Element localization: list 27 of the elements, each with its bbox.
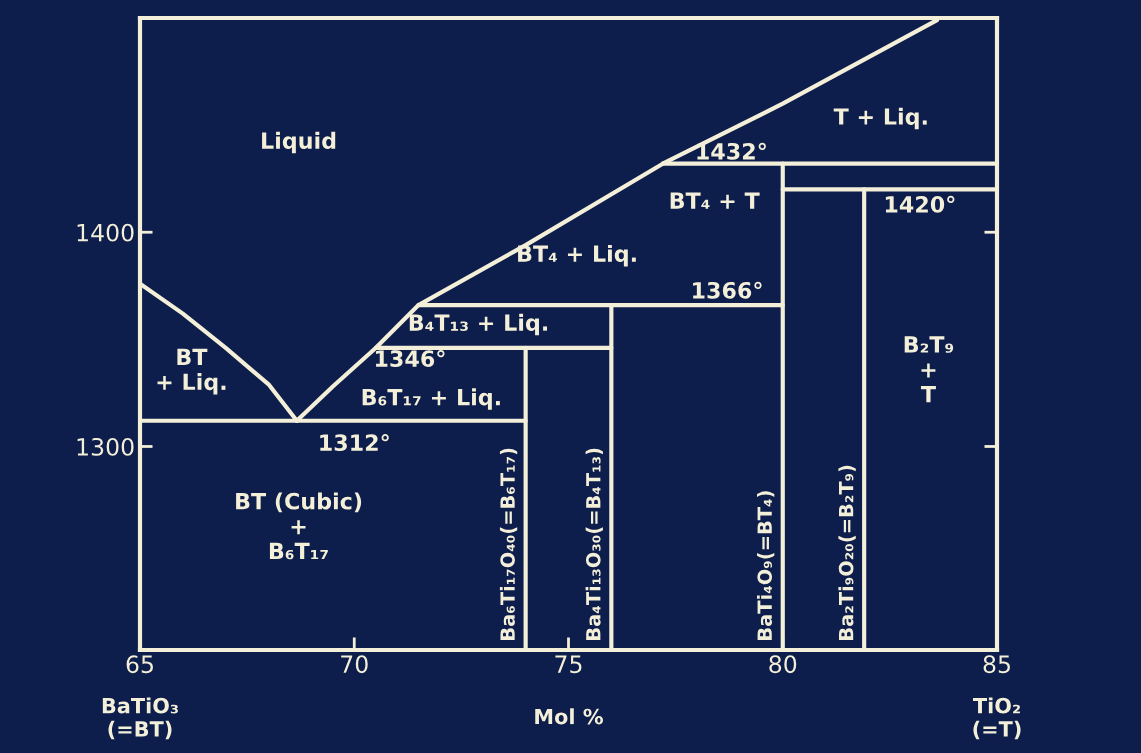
x-tick-label: 70 <box>341 655 368 674</box>
text: BaTiO₃ (=BT) <box>102 697 178 740</box>
annotation: 1432° <box>697 142 766 160</box>
x-axis-title: Mol % <box>535 708 603 725</box>
annotation: 1366° <box>693 281 762 299</box>
text: BaTi₄O₉(=BT₄) <box>756 491 775 640</box>
text: Ba₆Ti₁₇O₄₀(=B₆T₁₇) <box>499 448 518 640</box>
x-tick-label: 85 <box>983 655 1010 674</box>
text: Ba₄Ti₁₃O₃₀(=B₄T₁₃) <box>585 448 603 640</box>
annotation: 1346° <box>375 350 445 367</box>
annotation: 1312° <box>320 434 389 452</box>
x-tick-label: 80 <box>769 655 797 674</box>
annotation: Liquid <box>262 131 336 154</box>
text: Ba₂Ti₉O₂₀(=B₂T₉) <box>838 465 856 640</box>
annotation: B₄T₁₃ + Liq. <box>409 313 547 336</box>
annotation: BT₄ + T <box>670 192 760 209</box>
x-tick-label: 65 <box>126 655 153 674</box>
y-tick-label: 1400 <box>77 223 134 242</box>
annotation: BT + Liq. <box>157 348 226 395</box>
text: TiO₂ (=T) <box>973 697 1021 740</box>
annotation: T + Liq. <box>833 107 927 130</box>
y-tick-label: 1300 <box>77 437 134 456</box>
annotation: 1420° <box>885 195 955 213</box>
annotation: B₆T₁₇ + Liq. <box>362 388 500 410</box>
annotation: B₂T₉ + T <box>904 336 954 403</box>
x-tick-label: 75 <box>555 655 582 674</box>
annotation: BT (Cubic) + B₆T₁₇ <box>236 492 362 560</box>
